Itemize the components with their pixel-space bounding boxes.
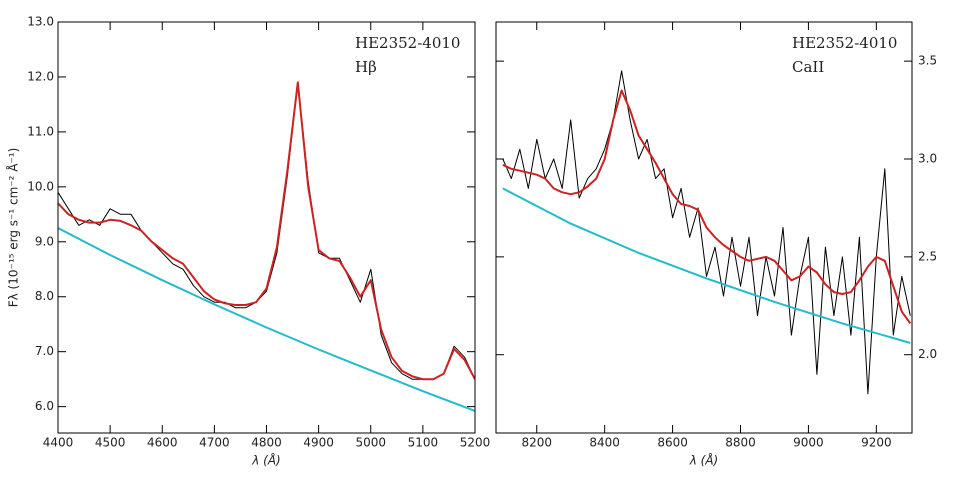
spectrum-line [58, 81, 475, 381]
y-tick-label: 2.5 [918, 249, 937, 263]
panel: 4400 4500 4600 4700 4800 4900 5000 5100 5200 6.0 7… [6, 15, 491, 468]
x-tick-label: 4600 [147, 436, 178, 450]
x-tick-label: 4500 [95, 436, 126, 450]
y-tick-label: 9.0 [35, 234, 54, 248]
y-axis-label: Fλ (10⁻¹⁵ erg s⁻¹ cm⁻² Å⁻¹) [6, 148, 21, 308]
spectrum-line [502, 70, 911, 395]
x-tick-label: 5100 [408, 436, 439, 450]
x-axis-label: λ (Å) [251, 453, 281, 468]
y-tick-label: 12.0 [27, 69, 54, 83]
x-tick-label: 8400 [589, 436, 620, 450]
spectrum-line [502, 89, 912, 324]
annotation: HE2352-4010 [355, 34, 460, 52]
annotation: Hβ [355, 58, 377, 76]
spectrum-line [58, 81, 475, 380]
annotation: CaII [792, 58, 824, 76]
plot-frame [57, 21, 476, 434]
y-tick-label: 7.0 [35, 344, 54, 358]
x-tick-label: 8200 [521, 436, 552, 450]
x-axis-label: λ (Å) [689, 453, 719, 468]
y-tick-label: 11.0 [27, 124, 54, 138]
x-tick-label: 9000 [793, 436, 824, 450]
x-tick-label: 5000 [355, 436, 386, 450]
y-tick-label: 8.0 [35, 289, 54, 303]
x-tick-label: 4400 [43, 436, 74, 450]
y-tick-label: 6.0 [35, 399, 54, 413]
x-tick-label: 4700 [199, 436, 230, 450]
x-tick-label: 5200 [460, 436, 491, 450]
x-tick-label: 4900 [303, 436, 334, 450]
y-tick-label: 2.0 [918, 347, 937, 361]
x-tick-label: 8800 [725, 436, 756, 450]
x-tick-label: 8600 [657, 436, 688, 450]
y-tick-label: 3.0 [918, 152, 937, 166]
spectrum-line [58, 227, 475, 412]
annotation: HE2352-4010 [792, 34, 897, 52]
spectrum-line [502, 187, 911, 344]
x-tick-label: 4800 [251, 436, 282, 450]
plot-frame [495, 21, 913, 434]
y-tick-label: 10.0 [27, 179, 54, 193]
y-tick-label: 3.5 [918, 54, 937, 68]
x-tick-label: 9200 [861, 436, 892, 450]
panel: 8200 8400 8600 8800 9000 9200 2.0 2.5 3.0 3.5 HE23… [495, 21, 937, 468]
y-tick-label: 13.0 [27, 15, 54, 29]
